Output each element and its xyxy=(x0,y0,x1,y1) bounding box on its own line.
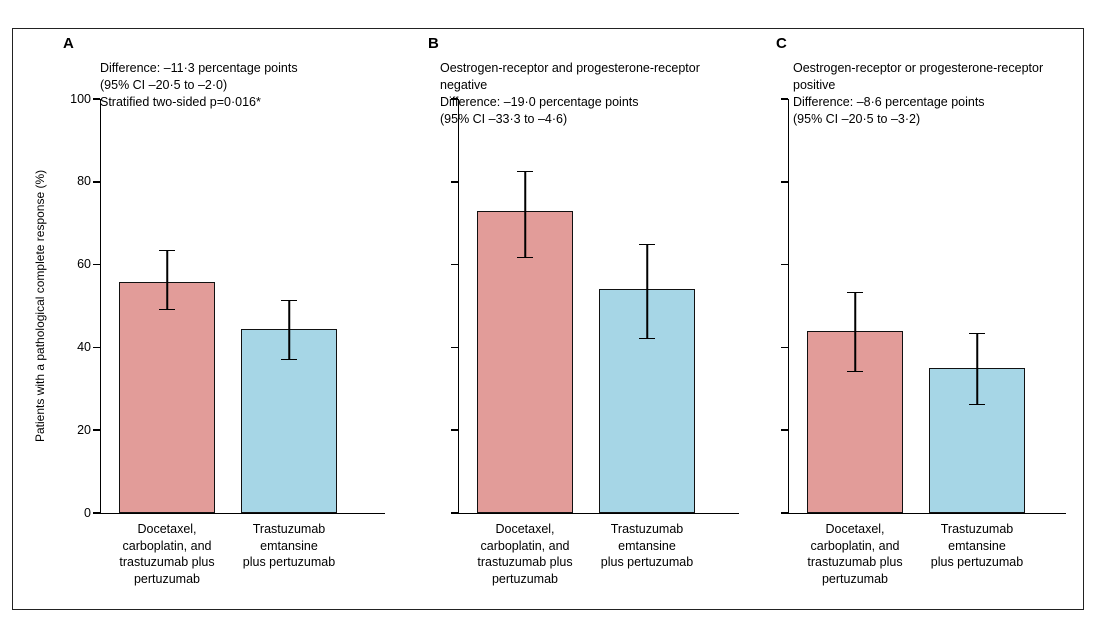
panel-b-annotation: Oestrogen-receptor and progesterone-rece… xyxy=(440,61,700,126)
y-tick-mark xyxy=(781,512,788,514)
y-tick-label: 60 xyxy=(77,257,91,272)
y-tick-label: 0 xyxy=(84,505,91,520)
y-tick-mark xyxy=(451,263,458,266)
x-category-label: Trastuzumab emtansine plus pertuzumab xyxy=(930,522,1024,569)
bar-docetaxel-group xyxy=(477,210,573,513)
y-tick-mark xyxy=(93,512,100,514)
panel-a-plot-area: 0 20 40 60 80 100 Docetaxel, carboplatin, and … xyxy=(70,92,385,586)
y-tick-mark xyxy=(451,98,458,100)
y-tick-mark xyxy=(451,512,458,514)
error-bar xyxy=(281,299,297,360)
y-tick-label: 40 xyxy=(77,339,91,354)
x-category-label: Trastuzumab emtansine plus pertuzumab xyxy=(600,522,694,569)
panel-c-plot-area: Docetaxel, carboplatin, and trastuzumab … xyxy=(781,98,1066,586)
y-tick-mark xyxy=(451,181,458,183)
x-category-label: Trastuzumab emtansine plus pertuzumab xyxy=(242,522,336,569)
panel-a: A Difference: –11·3 percentage points (9… xyxy=(33,30,395,605)
panel-a-letter: A xyxy=(63,35,74,52)
y-tick-mark xyxy=(451,429,458,431)
x-category-label: Docetaxel, carboplatin, and trastuzumab … xyxy=(119,522,215,586)
bar-tdm1-group xyxy=(241,329,337,513)
y-tick-mark xyxy=(451,346,458,349)
y-tick-mark xyxy=(781,429,788,431)
y-tick-mark xyxy=(93,429,100,431)
error-bar xyxy=(159,250,175,311)
y-tick-label: 100 xyxy=(70,91,91,106)
y-tick-label: 80 xyxy=(77,174,91,189)
error-bar xyxy=(639,243,655,340)
y-axis-label: Patients with a pathological complete re… xyxy=(33,169,47,443)
x-category-label: Docetaxel, carboplatin, and trastuzumab … xyxy=(477,522,573,586)
y-tick-mark xyxy=(93,346,100,349)
panel-c-annotation: Oestrogen-receptor or progesterone-recep… xyxy=(793,61,1044,126)
y-tick-mark xyxy=(93,181,100,183)
panel-b-plot-area: Docetaxel, carboplatin, and trastuzumab … xyxy=(451,98,739,586)
error-bar xyxy=(847,291,863,373)
panel-a-annotation: Difference: –11·3 percentage points (95%… xyxy=(100,61,298,109)
y-tick-mark xyxy=(93,98,100,100)
y-tick-mark xyxy=(781,98,788,100)
error-bar xyxy=(969,332,985,406)
bar-docetaxel-group xyxy=(119,282,215,513)
y-tick-mark xyxy=(781,181,788,183)
error-bar xyxy=(517,171,533,259)
panel-c: C Oestrogen-receptor or progesterone-rec… xyxy=(768,30,1088,605)
panel-b: B Oestrogen-receptor and progesterone-re… xyxy=(420,30,755,605)
y-tick-mark xyxy=(93,263,100,266)
panel-b-letter: B xyxy=(428,35,439,52)
panel-c-letter: C xyxy=(776,35,787,52)
y-tick-label: 20 xyxy=(77,422,91,437)
x-category-label: Docetaxel, carboplatin, and trastuzumab … xyxy=(807,522,903,586)
y-tick-mark xyxy=(781,346,788,349)
y-tick-mark xyxy=(781,263,788,266)
